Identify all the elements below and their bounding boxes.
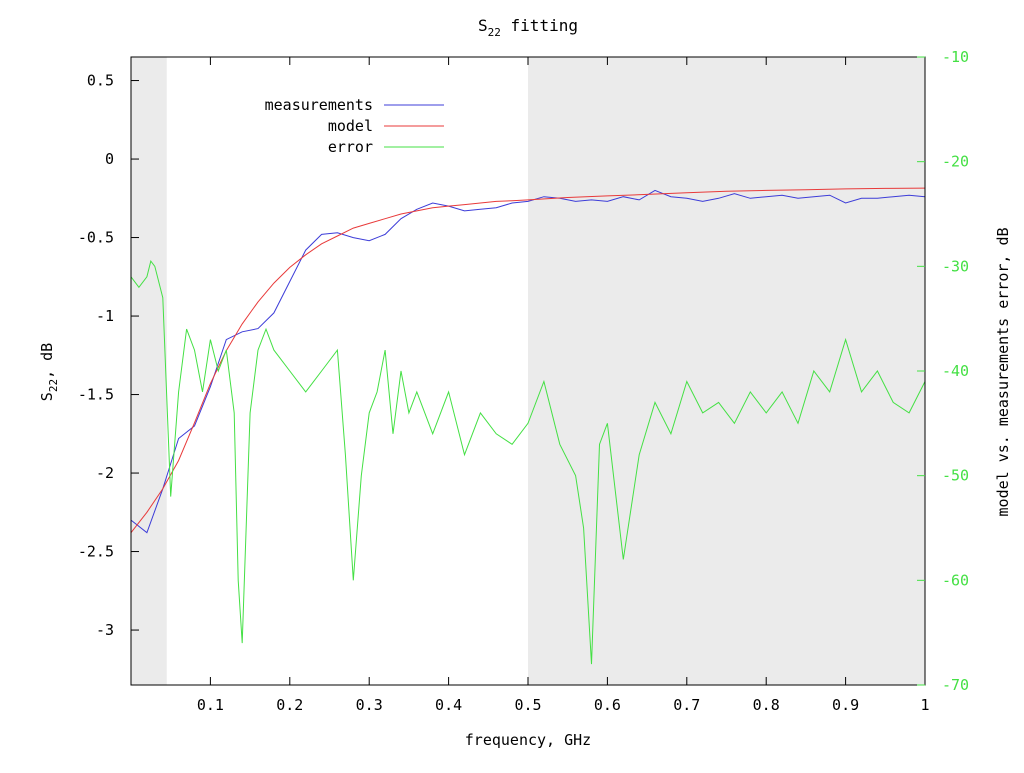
legend-label-measurements: measurements xyxy=(265,96,373,114)
y-tick-label: -1 xyxy=(96,307,114,325)
legend: measurements model error xyxy=(265,96,444,156)
y2-tick-label: -70 xyxy=(942,676,969,694)
legend-label-error: error xyxy=(328,138,373,156)
y-tick-label: -1.5 xyxy=(78,386,114,404)
y-tick-label: 0 xyxy=(105,150,114,168)
y-tick-label: -2.5 xyxy=(78,543,114,561)
x-tick-label: 0.3 xyxy=(356,696,383,714)
x-tick-label: 0.1 xyxy=(197,696,224,714)
y-tick-label: 0.5 xyxy=(87,72,114,90)
x-tick-label: 1 xyxy=(920,696,929,714)
y2-tick-label: -40 xyxy=(942,362,969,380)
y2-tick-label: -10 xyxy=(942,48,969,66)
y2-tick-label: -20 xyxy=(942,153,969,171)
x-tick-label: 0.9 xyxy=(832,696,859,714)
series-measurements-line xyxy=(130,189,926,534)
y2-tick-label: -50 xyxy=(942,467,969,485)
chart-title: S22 fitting xyxy=(478,16,578,39)
y-tick-label: -2 xyxy=(96,464,114,482)
x-tick-label: 0.6 xyxy=(594,696,621,714)
x-tick-label: 0.5 xyxy=(514,696,541,714)
y-tick-label: -0.5 xyxy=(78,229,114,247)
x-tick-label: 0.2 xyxy=(276,696,303,714)
y-axis-label: S22, dB xyxy=(38,343,60,401)
x-tick-label: 0.8 xyxy=(753,696,780,714)
x-tick-label: 0.4 xyxy=(435,696,462,714)
series-layer xyxy=(130,187,926,665)
shaded-region-1 xyxy=(131,57,167,685)
legend-label-model: model xyxy=(328,117,373,135)
y2-tick-label: -30 xyxy=(942,257,969,275)
x-axis-label: frequency, GHz xyxy=(465,731,591,749)
series-error-line xyxy=(130,259,926,665)
y2-tick-label: -60 xyxy=(942,571,969,589)
ticks: 0.1 0.2 0.3 0.4 0.5 0.6 0.7 0.8 0.9 1 0.5 0 -0.5 -1 -1… xyxy=(78,48,969,714)
x-tick-label: 0.7 xyxy=(673,696,700,714)
y-tick-label: -3 xyxy=(96,621,114,639)
y2-axis-label: model vs. measurements error, dB xyxy=(994,228,1012,517)
